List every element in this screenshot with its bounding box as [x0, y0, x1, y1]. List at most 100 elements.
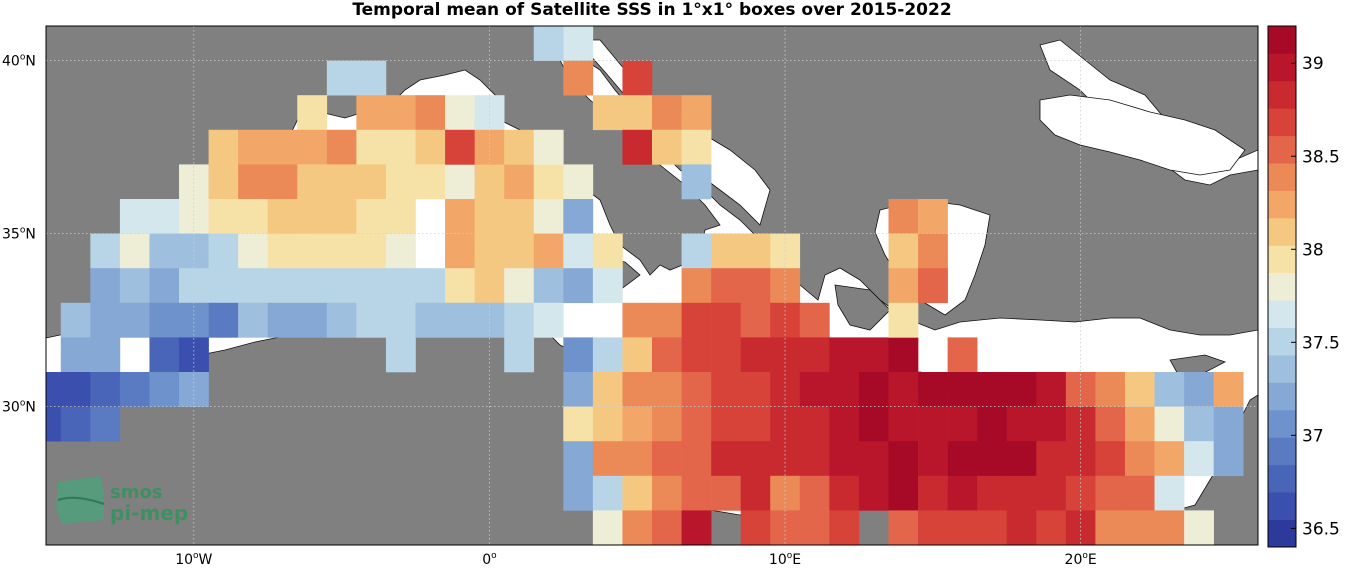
sss-cell — [267, 164, 298, 200]
sss-cell — [1184, 510, 1214, 545]
sss-cell — [888, 233, 919, 269]
sss-cell — [563, 26, 594, 61]
sss-cell — [947, 441, 978, 477]
sss-cell — [415, 95, 446, 131]
sss-cell — [622, 129, 653, 165]
sss-cell — [1036, 510, 1067, 545]
sss-cell — [622, 406, 653, 442]
sss-cell — [208, 129, 239, 165]
colorbar-segment — [1268, 409, 1296, 438]
sss-cell — [385, 199, 416, 234]
sss-cell — [1124, 475, 1155, 511]
sss-cell — [652, 302, 682, 338]
sss-cell — [622, 475, 653, 511]
sss-cell — [711, 441, 741, 477]
sss-cell — [681, 129, 712, 165]
sss-cell — [474, 95, 505, 131]
map-title: Temporal mean of Satellite SSS in 1°x1° … — [352, 0, 952, 20]
sss-cell — [179, 302, 209, 338]
colorbar-border — [1267, 25, 1297, 548]
sss-cell — [1184, 441, 1214, 477]
sss-cell — [504, 302, 535, 338]
sss-cell — [356, 199, 387, 234]
colorbar-segment — [1268, 300, 1296, 329]
longitude-label: 10oE — [769, 551, 801, 568]
sss-cell — [681, 406, 712, 442]
sss-cell — [652, 372, 682, 407]
sss-cell — [1154, 510, 1185, 545]
sss-cell — [1095, 406, 1126, 442]
colorbar-tick-label: 37 — [1302, 426, 1324, 446]
sss-cell — [385, 129, 416, 165]
sss-cell — [740, 406, 771, 442]
sss-cell — [740, 337, 771, 373]
sss-cell — [770, 475, 801, 511]
sss-cell — [977, 372, 1008, 407]
sss-cell — [119, 268, 150, 304]
sss-cell — [1213, 441, 1244, 477]
sss-cell — [740, 233, 771, 269]
sss-cell — [238, 129, 269, 165]
sss-cell — [563, 233, 594, 269]
sss-cell — [652, 95, 682, 131]
sss-cell — [711, 233, 741, 269]
sss-cell — [711, 268, 741, 304]
sss-cell — [918, 406, 948, 442]
sss-cell — [829, 372, 860, 407]
sss-cell — [1036, 475, 1067, 511]
sss-cell — [297, 164, 328, 200]
sss-cell — [563, 441, 594, 477]
sss-cell — [622, 302, 653, 338]
sss-cell — [622, 337, 653, 373]
sss-cell — [415, 129, 446, 165]
sss-cell — [681, 268, 712, 304]
sss-cell — [947, 406, 978, 442]
latitude-labels: 40oN 35oN 30oN — [2, 53, 36, 416]
colorbar-segment — [1268, 26, 1296, 54]
sss-cell — [533, 129, 564, 165]
sss-cell — [46, 372, 62, 407]
sss-cell — [888, 199, 919, 234]
sss-cell — [385, 95, 416, 131]
sss-cell — [592, 233, 623, 269]
sss-cell — [592, 95, 623, 131]
sss-cell — [474, 302, 505, 338]
sss-cell — [208, 164, 239, 200]
logo-line2: pi-mep — [110, 501, 188, 525]
sss-cell — [563, 268, 594, 304]
sss-cell — [1006, 441, 1037, 477]
sss-cell — [533, 268, 564, 304]
sss-cell — [149, 337, 180, 373]
sss-cell — [208, 199, 239, 234]
sss-cell — [533, 199, 564, 234]
sss-cell — [652, 406, 682, 442]
sss-cell — [46, 406, 62, 442]
sss-cell — [740, 372, 771, 407]
sss-cell — [888, 475, 919, 511]
sss-cell — [681, 372, 712, 407]
sss-cell — [356, 164, 387, 200]
colorbar-segment — [1268, 53, 1296, 82]
sss-cell — [799, 337, 830, 373]
sss-cell — [326, 233, 357, 269]
sss-cell — [1154, 406, 1185, 442]
sss-cell — [888, 337, 919, 373]
sss-cell — [622, 510, 653, 545]
sss-cell — [622, 372, 653, 407]
colorbar-tick-label: 39 — [1302, 54, 1324, 74]
sss-cell — [1124, 441, 1155, 477]
sss-cell — [888, 406, 919, 442]
sss-cell — [267, 233, 298, 269]
sss-cell — [1006, 475, 1037, 511]
sss-cell — [60, 302, 91, 338]
sss-cell — [179, 268, 209, 304]
colorbar-segment — [1268, 272, 1296, 301]
sss-cell — [326, 302, 357, 338]
sss-cell — [711, 302, 741, 338]
sss-cell — [888, 372, 919, 407]
sss-cell — [1036, 372, 1067, 407]
sss-cell — [1124, 406, 1155, 442]
sss-cell — [533, 233, 564, 269]
sss-cell — [829, 406, 860, 442]
sss-cell — [563, 406, 594, 442]
